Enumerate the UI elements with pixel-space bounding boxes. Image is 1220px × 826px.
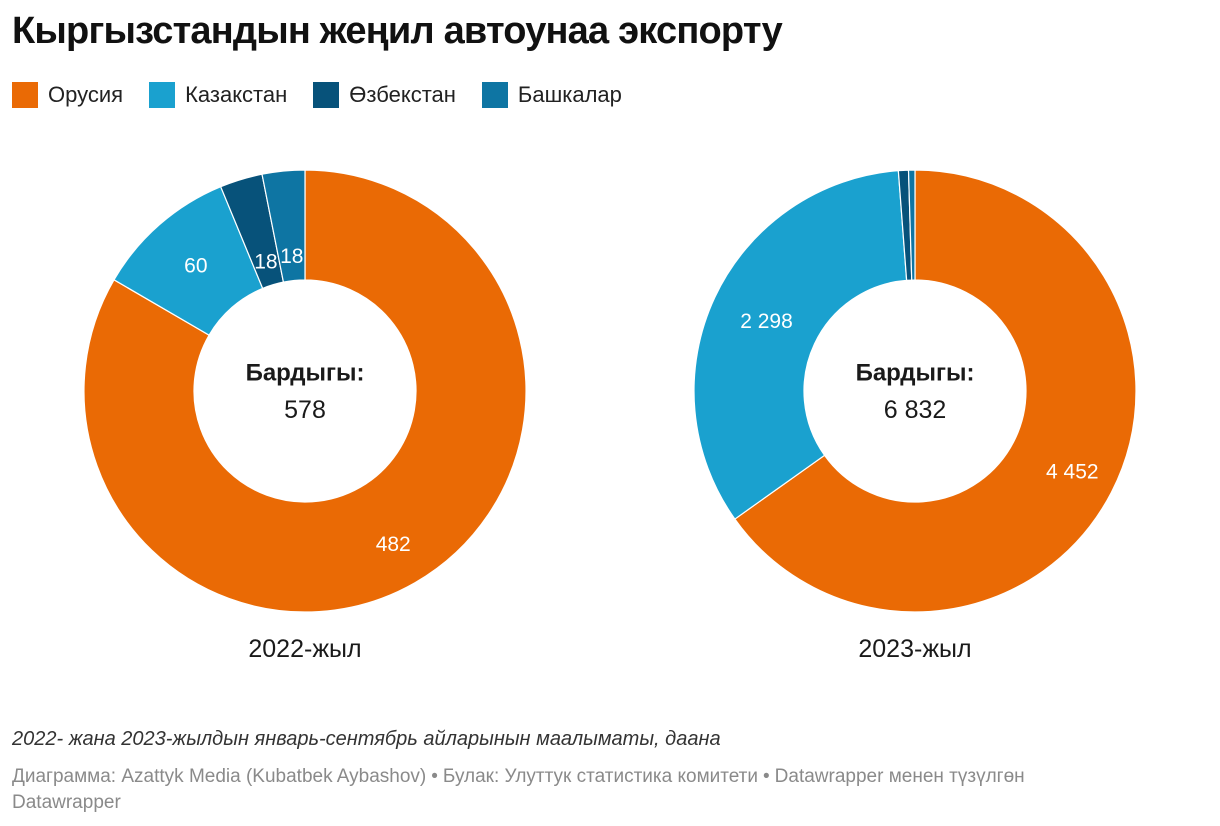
slice-2023-kazakhstan bbox=[693, 169, 908, 520]
slice-2023-russia bbox=[734, 169, 1137, 613]
legend-swatch-uzbekistan bbox=[313, 82, 340, 108]
slice-2022-others bbox=[261, 169, 306, 283]
footer-credits: Диаграмма: Azattyk Media (Kubatbek Aybas… bbox=[12, 766, 1025, 813]
donut-total-value: 6 832 bbox=[884, 396, 947, 424]
donut-total-label: Бардыгы: bbox=[246, 360, 365, 387]
donut-total-value: 578 bbox=[284, 396, 326, 424]
legend-swatch-russia bbox=[12, 82, 38, 108]
chart-title: Кыргызстандын жеңил автоунаа экспорту bbox=[12, 10, 783, 52]
slice-label-2022-uzbekistan: 18 bbox=[254, 250, 277, 273]
slice-label-2023-kazakhstan: 2 298 bbox=[740, 310, 793, 333]
donut-total-label: Бардыгы: bbox=[856, 360, 975, 387]
source-text: Булак: Улуттук статистика комитети bbox=[442, 766, 758, 787]
slice-label-2022-others: 18 bbox=[280, 245, 303, 268]
legend-label-kazakhstan: Казакстан bbox=[185, 82, 288, 107]
slice-label-2022-russia: 482 bbox=[376, 533, 411, 556]
donut-charts: 482 60 18 18 Бардыгы: 578 2022-жыл 4 452 2 298 Ба… bbox=[83, 169, 1137, 663]
legend-label-uzbekistan: Өзбекстан bbox=[349, 82, 456, 107]
legend: Орусия Казакстан Өзбекстан Башкалар bbox=[12, 82, 648, 108]
datawrapper-link[interactable]: Datawrapper bbox=[12, 792, 121, 813]
legend-item-others: Башкалар bbox=[481, 82, 622, 108]
donut-year-label: 2023-жыл bbox=[858, 635, 971, 663]
slice-2023-others bbox=[907, 169, 916, 281]
legend-swatch-others bbox=[481, 82, 508, 108]
credit-text: Диаграмма: Azattyk Media (Kubatbek Aybas… bbox=[12, 766, 427, 787]
legend-item-uzbekistan: Өзбекстан bbox=[313, 82, 456, 108]
legend-item-kazakhstan: Казакстан bbox=[149, 82, 287, 108]
legend-swatch-kazakhstan bbox=[149, 82, 176, 108]
slice-2022-russia bbox=[83, 169, 527, 613]
legend-item-russia: Орусия bbox=[12, 82, 123, 108]
slice-label-2022-kazakhstan: 60 bbox=[184, 254, 207, 277]
legend-label-russia: Орусия bbox=[48, 82, 124, 107]
donut-year-label: 2022-жыл bbox=[248, 635, 361, 663]
made-with-text: Datawrapper менен түзүлгөн bbox=[774, 766, 1025, 787]
chart-description: 2022- жана 2023-жылдын январь-сентябрь а… bbox=[12, 728, 721, 750]
slice-label-2023-russia: 4 452 bbox=[1046, 461, 1099, 484]
legend-label-others: Башкалар bbox=[517, 82, 622, 107]
